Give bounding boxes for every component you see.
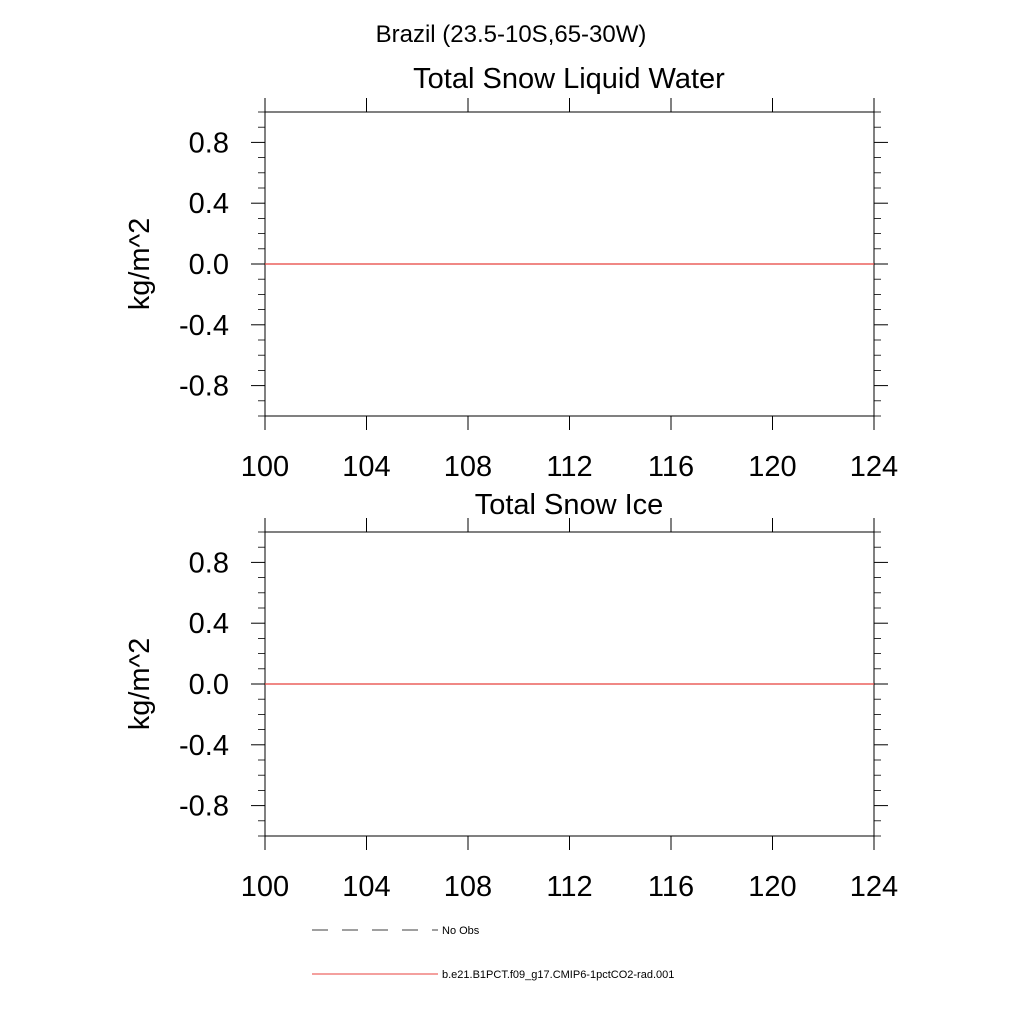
y-tick-label: 0.8: [189, 547, 229, 579]
panel-snow-liquid-water: Total Snow Liquid Water kg/m^2 100 104 108…: [124, 63, 898, 483]
y-tick-label: -0.4: [179, 310, 229, 342]
x-tick-label: 124: [850, 451, 898, 483]
legend-label-model: b.e21.B1PCT.f09_g17.CMIP6-1pctCO2-rad.00…: [442, 969, 674, 981]
y-tick-label: 0.4: [189, 608, 229, 640]
y-tick-label: 0.0: [189, 249, 229, 281]
panel-title: Total Snow Liquid Water: [413, 63, 725, 95]
x-tick-label: 100: [241, 451, 289, 483]
y-tick-label: 0.8: [189, 127, 229, 159]
x-tick-label: 112: [546, 451, 592, 483]
figure-title: Brazil (23.5-10S,65-30W): [376, 21, 647, 48]
x-tick-label: 108: [444, 871, 492, 903]
x-tick-label: 116: [648, 451, 694, 483]
panel-snow-ice: Total Snow Ice kg/m^2 100 104 108 112 116 120…: [124, 489, 898, 903]
y-axis-label: kg/m^2: [124, 218, 156, 311]
x-tick-label: 112: [546, 871, 592, 903]
x-tick-label: 104: [342, 871, 390, 903]
legend-label-obs: No Obs: [442, 925, 480, 937]
x-tick-label: 108: [444, 451, 492, 483]
y-tick-label: -0.8: [179, 791, 229, 823]
x-tick-label: 120: [748, 871, 796, 903]
x-tick-label: 120: [748, 451, 796, 483]
y-tick-label: 0.4: [189, 188, 229, 220]
x-tick-label: 100: [241, 871, 289, 903]
y-tick-label: -0.8: [179, 371, 229, 403]
y-axis-label: kg/m^2: [124, 638, 156, 731]
x-tick-label: 124: [850, 871, 898, 903]
x-tick-label: 104: [342, 451, 390, 483]
y-tick-label: -0.4: [179, 730, 229, 762]
x-tick-label: 116: [648, 871, 694, 903]
panel-title: Total Snow Ice: [475, 489, 664, 521]
y-tick-label: 0.0: [189, 669, 229, 701]
legend: No Obs b.e21.B1PCT.f09_g17.CMIP6-1pctCO2…: [312, 925, 674, 981]
